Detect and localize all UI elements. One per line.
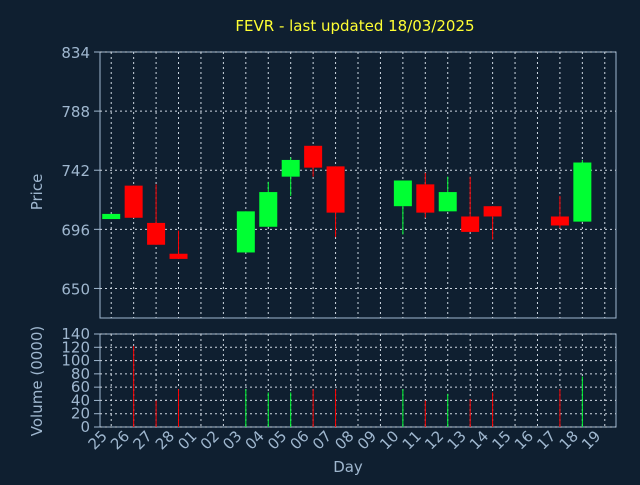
candle-body <box>102 213 121 220</box>
candle-body <box>169 253 188 259</box>
price-axis-title: Price <box>28 174 46 211</box>
candle-body <box>483 206 502 217</box>
candle-body <box>393 180 412 207</box>
candle-body <box>304 145 323 168</box>
candle-body <box>236 211 255 253</box>
candle-body <box>124 185 143 218</box>
candle-body <box>259 192 278 227</box>
day-axis-labels: 2526272801020304050607080910111213141516… <box>85 427 605 453</box>
volume-tick-label: 140 <box>61 325 90 343</box>
day-axis-title: Day <box>333 458 363 476</box>
candle-body <box>147 222 166 245</box>
candle-body <box>281 159 300 177</box>
candle-body <box>416 184 435 213</box>
price-tick-label: 742 <box>61 162 90 180</box>
volume-tick-label: 100 <box>61 352 90 370</box>
candle-body <box>550 216 569 226</box>
volume-tick-label: 120 <box>61 338 90 356</box>
volume-tick-label: 0 <box>80 418 90 436</box>
price-tick-label: 650 <box>61 280 90 298</box>
volume-tick-label: 20 <box>71 405 90 423</box>
price-panel: 650 696 742 788 834 <box>61 44 617 319</box>
price-tick-label: 834 <box>61 44 90 62</box>
volume-tick-label: 40 <box>71 391 90 409</box>
candle-body <box>573 162 592 222</box>
volume-tick-label: 60 <box>71 378 90 396</box>
candle-body <box>326 166 345 213</box>
chart-title: FEVR - last updated 18/03/2025 <box>235 17 474 35</box>
candle-body <box>461 216 480 232</box>
volume-axis-title: Volume (0000) <box>28 326 46 436</box>
price-tick-label: 696 <box>61 221 90 239</box>
day-tick-label: 19 <box>578 427 604 453</box>
price-tick-label: 788 <box>61 103 90 121</box>
candle-body <box>438 192 457 212</box>
volume-tick-label: 80 <box>71 365 90 383</box>
